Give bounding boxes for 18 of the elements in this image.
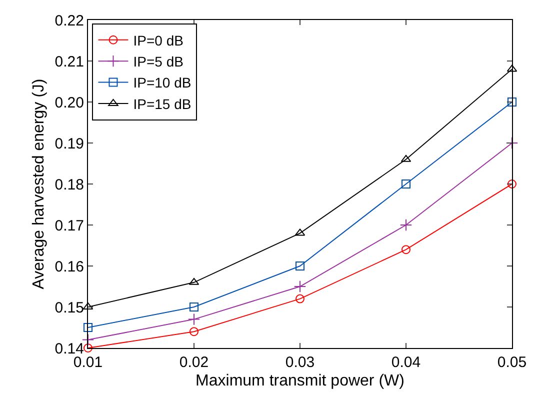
y-tick-label: 0.15 [54,299,84,316]
x-tick-label: 0.05 [497,354,527,371]
legend-label: IP=10 dB [133,74,192,91]
y-tick-label: 0.16 [54,258,84,276]
x-tick-label: 0.02 [179,354,209,371]
y-tick-label: 0.21 [54,53,84,70]
y-tick-label: 0.19 [54,135,84,152]
y-tick-label: 0.17 [54,217,84,234]
legend-label: IP=15 dB [133,96,192,112]
legend-label: IP=0 dB [133,32,184,48]
y-tick-label: 0.20 [54,94,84,112]
x-tick-label: 0.04 [391,354,421,371]
y-tick-label: 0.22 [54,12,84,30]
legend-label: IP=5 dB [133,54,184,70]
x-axis-title: Maximum transmit power (W) [196,372,404,390]
y-axis-title: Average harvested energy (J) [30,78,48,290]
x-tick-label: 0.03 [285,354,315,371]
y-tick-label: 0.18 [54,176,84,194]
